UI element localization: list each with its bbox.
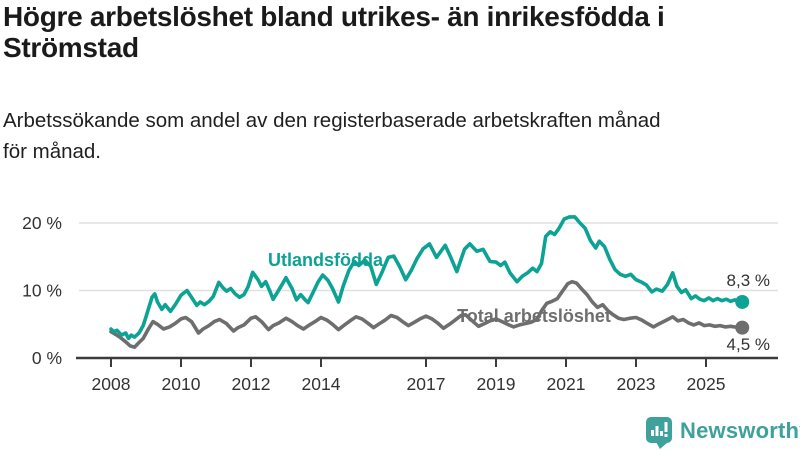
x-tick-label-2010: 2010 bbox=[162, 374, 201, 394]
x-tick-label-2012: 2012 bbox=[232, 374, 271, 394]
x-tick-label-2021: 2021 bbox=[547, 374, 586, 394]
end-value-utlandsfodda: 8,3 % bbox=[726, 271, 770, 290]
title-line-2: Strömstad bbox=[3, 31, 139, 63]
series-label-utlandsfodda: Utlandsfödda bbox=[268, 250, 383, 270]
logo-bubble-tail bbox=[656, 442, 668, 449]
subtitle-line-2: för månad. bbox=[3, 139, 101, 163]
x-tick-label-2019: 2019 bbox=[477, 374, 516, 394]
y-tick-label-20: 20 % bbox=[22, 213, 62, 233]
newsworthy-logo-icon bbox=[646, 417, 672, 449]
logo-bar-chart-glyph bbox=[651, 422, 668, 437]
page-title: Högre arbetslöshet bland utrikes- än inr… bbox=[3, 1, 795, 64]
chart-subtitle: Arbetssökande som andel av den registerb… bbox=[3, 106, 795, 168]
y-tick-label-10: 10 % bbox=[22, 281, 62, 301]
x-tick-label-2025: 2025 bbox=[687, 374, 726, 394]
x-tick-label-2023: 2023 bbox=[617, 374, 656, 394]
end-value-total: 4,5 % bbox=[726, 335, 770, 354]
x-tick-label-2017: 2017 bbox=[407, 374, 446, 394]
series-line-utlandsf-dda bbox=[109, 215, 742, 341]
logo-bubble bbox=[646, 417, 672, 443]
series-end-dot-total-arbetsl-shet bbox=[735, 320, 750, 335]
x-tick-label-2008: 2008 bbox=[92, 374, 131, 394]
title-line-1: Högre arbetslöshet bland utrikes- än inr… bbox=[3, 1, 665, 32]
series-line-total-arbetsl-shet bbox=[109, 279, 742, 349]
series-end-dot-utlandsf-dda bbox=[735, 294, 750, 309]
subtitle-line-1: Arbetssökande som andel av den registerb… bbox=[3, 109, 661, 132]
series-label-total-arbetsloshet: Total arbetslöshet bbox=[457, 306, 611, 326]
x-tick-label-2014: 2014 bbox=[302, 374, 341, 394]
y-tick-label-0: 0 % bbox=[32, 348, 62, 368]
brand-name: Newsworthy bbox=[680, 418, 800, 443]
